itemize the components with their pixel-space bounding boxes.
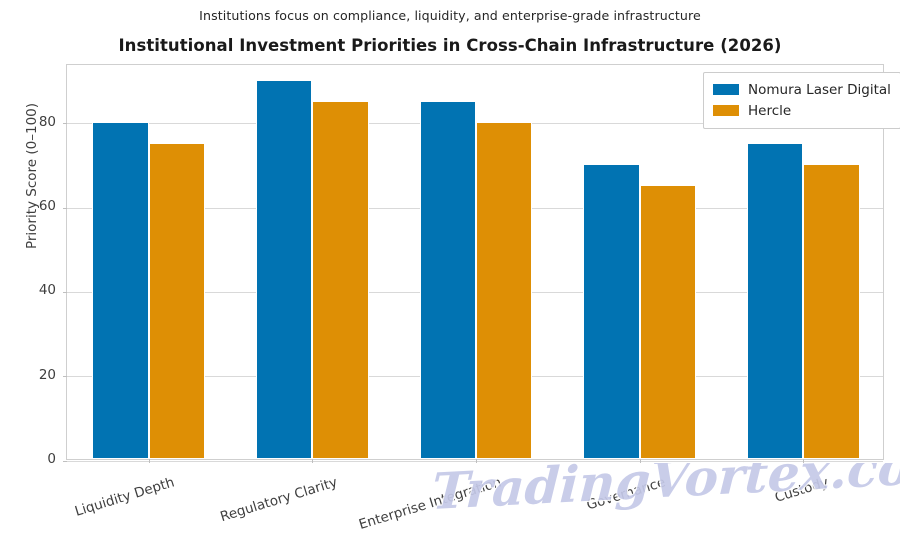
legend-label: Hercle bbox=[748, 102, 792, 119]
legend-swatch-icon bbox=[713, 105, 739, 116]
y-tick-label: 20 bbox=[38, 366, 56, 383]
x-tick-mark bbox=[312, 459, 314, 463]
svg-text:TradingVortex.com: TradingVortex.com bbox=[432, 463, 900, 521]
bar bbox=[803, 164, 860, 459]
watermark: TradingVortex.com bbox=[432, 463, 900, 529]
y-tick-label: 40 bbox=[38, 282, 56, 299]
y-tick-label: 60 bbox=[38, 198, 56, 215]
bar bbox=[92, 121, 149, 459]
bar bbox=[746, 143, 804, 459]
x-tick-mark bbox=[639, 459, 641, 463]
y-tick-mark bbox=[63, 291, 67, 293]
y-tick-label: 80 bbox=[38, 113, 56, 130]
y-tick-label: 0 bbox=[47, 451, 56, 467]
bar bbox=[419, 100, 476, 459]
y-tick-mark bbox=[63, 460, 67, 462]
bar bbox=[312, 100, 369, 459]
legend-swatch-icon bbox=[713, 84, 739, 95]
bar bbox=[255, 79, 313, 459]
chart-title: Institutional Investment Priorities in C… bbox=[118, 36, 782, 55]
y-tick-mark bbox=[63, 123, 67, 125]
gridline bbox=[67, 460, 883, 462]
y-tick-mark bbox=[63, 376, 67, 378]
bar bbox=[148, 143, 206, 459]
chart-legend[interactable]: Nomura Laser Digital Hercle bbox=[703, 72, 900, 129]
legend-label: Nomura Laser Digital bbox=[748, 81, 891, 98]
bar bbox=[476, 121, 533, 459]
legend-item: Hercle bbox=[713, 100, 891, 121]
bar bbox=[583, 164, 640, 459]
x-tick-mark bbox=[803, 459, 805, 463]
bar bbox=[639, 185, 697, 459]
y-tick-mark bbox=[63, 207, 67, 209]
plot-area bbox=[63, 64, 884, 463]
chart-subtitle: Institutions focus on compliance, liquid… bbox=[199, 8, 701, 23]
x-tick-mark bbox=[476, 459, 477, 463]
x-tick-mark bbox=[148, 459, 150, 463]
legend-item: Nomura Laser Digital bbox=[713, 79, 891, 100]
